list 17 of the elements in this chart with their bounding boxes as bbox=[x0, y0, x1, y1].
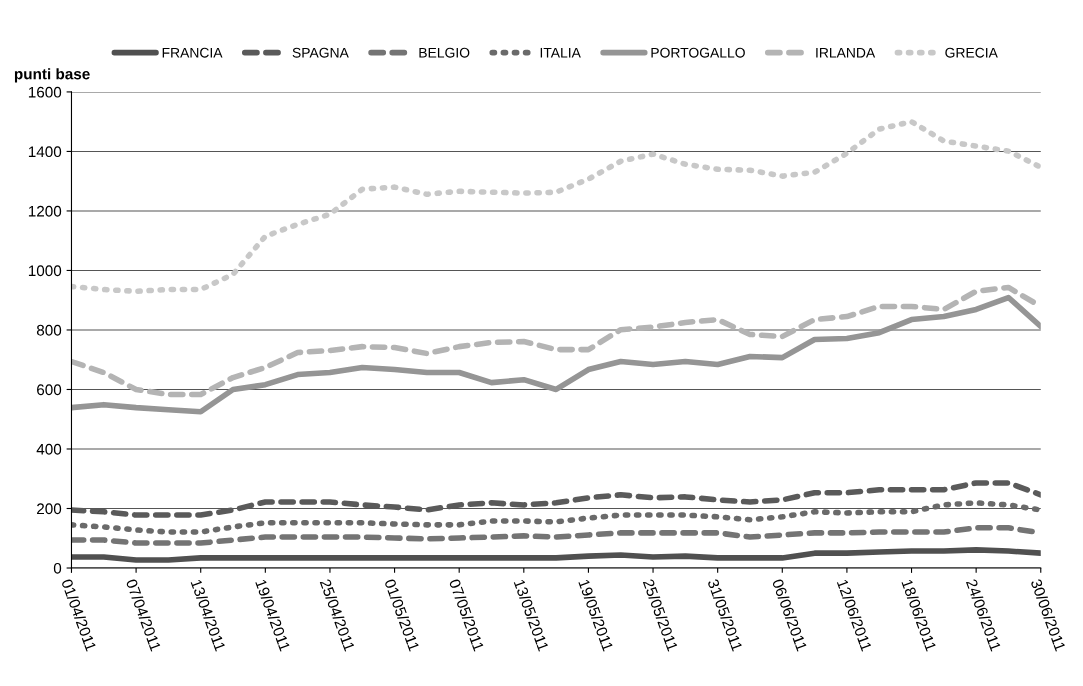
y-tick-label: 1400 bbox=[28, 146, 62, 158]
y-tick-label: 200 bbox=[37, 503, 62, 515]
legend-label: PORTOGALLO bbox=[651, 47, 745, 58]
y-tick-label: 1200 bbox=[28, 205, 62, 217]
legend-label: GRECIA bbox=[945, 47, 998, 58]
y-axis-title: punti base bbox=[14, 68, 90, 83]
y-tick-label: 0 bbox=[53, 562, 62, 574]
legend-label: SPAGNA bbox=[292, 47, 349, 58]
y-tick-label: 800 bbox=[36, 324, 62, 336]
legend-label: FRANCIA bbox=[162, 47, 223, 58]
legend-label: ITALIA bbox=[540, 47, 581, 58]
legend-label: BELGIO bbox=[419, 47, 470, 58]
legend-label: IRLANDA bbox=[816, 47, 876, 58]
y-tick-label: 600 bbox=[37, 384, 62, 396]
y-tick-label: 400 bbox=[36, 443, 62, 455]
y-tick-label: 1000 bbox=[28, 265, 62, 277]
y-tick-label: 1600 bbox=[28, 86, 62, 98]
